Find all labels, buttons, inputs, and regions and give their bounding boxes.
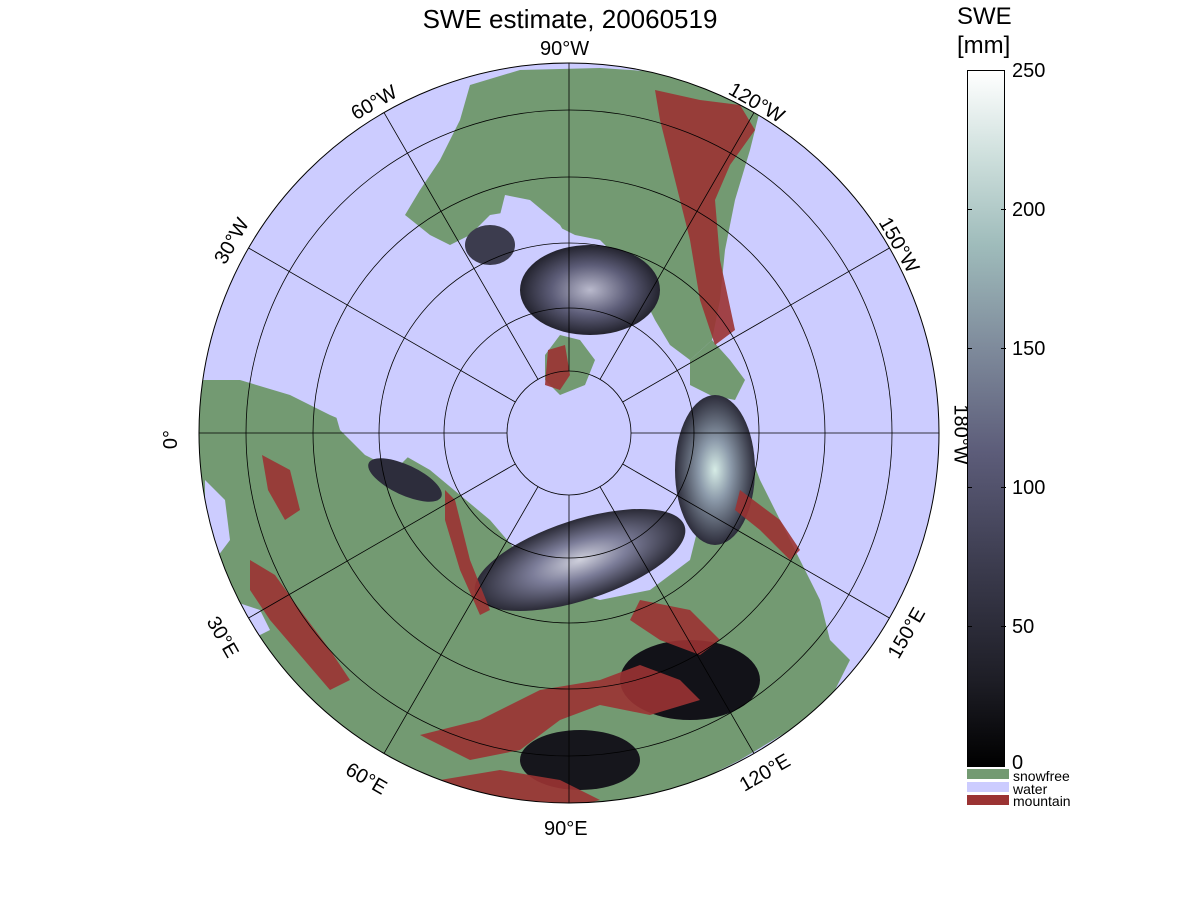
category-label-mountain: mountain (1013, 793, 1071, 809)
colorbar-tick-200: 200 (1012, 199, 1046, 221)
snow-labrador (465, 225, 515, 265)
baltic-sea (330, 395, 410, 470)
lon-label-0: 0° (160, 429, 183, 450)
meridian-line (383, 486, 539, 754)
map-boundary (198, 62, 940, 804)
colorbar-tick-100: 100 (1012, 477, 1046, 499)
colorbar-tickmark (967, 209, 972, 210)
snow-siberia (474, 508, 686, 612)
mountain-himalaya (420, 665, 700, 760)
category-swatch-mountain (967, 795, 1009, 805)
colorbar-tickmark (967, 487, 972, 488)
colorbar-title-line1: SWE (957, 3, 1012, 30)
colorbar-tickmark (1001, 626, 1006, 627)
meridian-line (248, 247, 516, 403)
colorbar-title-line2: [mm] (957, 32, 1011, 59)
colorbar-tick-150: 150 (1012, 338, 1046, 360)
snow-scandinavia (368, 458, 442, 502)
meridian-line (599, 112, 755, 380)
graticule (199, 63, 939, 803)
meridian-line (622, 247, 890, 403)
colorbar-tickmark (1001, 487, 1006, 488)
category-swatch-snowfree (967, 769, 1009, 779)
category-label-water: water (1013, 781, 1048, 797)
mountain-ural (445, 490, 490, 615)
mountain-greenland-east (545, 345, 570, 390)
category-label-snowfree: snowfree (1013, 768, 1070, 784)
snow-tibet (520, 730, 640, 790)
category-swatch-water (967, 782, 1009, 792)
colorbar-tick-50: 50 (1012, 616, 1035, 638)
meridian-line (383, 112, 539, 380)
colorbar-tickmark (1001, 209, 1006, 210)
lon-label-90e: 90°E (544, 818, 588, 840)
meridian-line (248, 463, 516, 619)
colorbar (967, 70, 1005, 767)
mountain-iberia (262, 455, 300, 520)
snow-canada-archipelago (520, 245, 660, 335)
meridian-line (622, 463, 890, 619)
lon-label-90w: 90°W (540, 38, 590, 60)
colorbar-tick-0: 0 (1012, 752, 1024, 774)
mountain-alps-scandes (250, 560, 350, 690)
hudson-bay (500, 195, 575, 265)
colorbar-tickmark (967, 348, 972, 349)
snow-east-siberia (675, 395, 755, 545)
colorbar-tickmark (967, 626, 972, 627)
colorbar-tick-250: 250 (1012, 60, 1046, 82)
mountain-mongolia (630, 600, 720, 655)
colorbar-tickmark (1001, 348, 1006, 349)
figure-title: SWE estimate, 20060519 (422, 4, 718, 34)
meridian-line (599, 486, 755, 754)
mountain-far-east (735, 490, 800, 560)
mountain-tibet-south (440, 770, 600, 803)
colorbar-title: SWE [mm] (957, 2, 1012, 60)
